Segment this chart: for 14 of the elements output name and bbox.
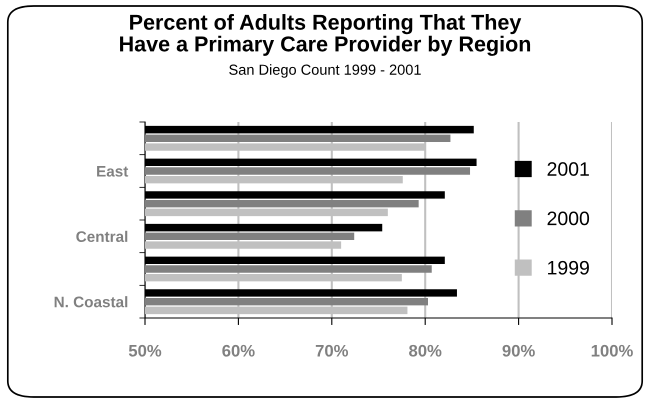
chart-title: Percent of Adults Reporting That They Have a Primary Care Provider by Region	[120, 14, 530, 56]
x-tick-label: 100%	[592, 344, 633, 357]
y-tick-label: Central	[76, 230, 128, 242]
x-tick-label: 90%	[502, 344, 535, 357]
x-tick-label: 80%	[409, 344, 442, 357]
chart-subtitle: San Diego Count 1999 - 2001	[229, 64, 421, 78]
x-tick-label: 50%	[128, 344, 162, 357]
legend-label: 2001	[548, 162, 589, 176]
x-tick-label: 70%	[316, 344, 348, 357]
legend-label: 2000	[548, 212, 590, 226]
x-tick-label: 60%	[222, 344, 255, 357]
y-tick-label: East	[97, 166, 128, 177]
y-tick-label: N. Coastal	[54, 296, 128, 308]
legend-label: 1999	[548, 260, 589, 275]
